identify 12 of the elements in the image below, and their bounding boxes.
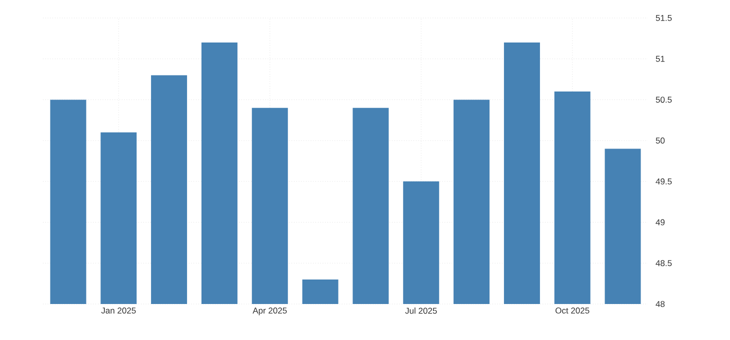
y-tick-label: 50 (656, 138, 665, 144)
x-tick-label: Jul 2025 (405, 308, 437, 314)
x-tick-label: Oct 2025 (556, 308, 590, 314)
x-tick-label: Jan 2025 (101, 308, 136, 314)
y-tick-label: 51.5 (656, 15, 672, 21)
y-tick-label: 50.5 (656, 96, 672, 103)
y-tick-label: 48 (656, 300, 665, 308)
y-tick-label: 48.5 (656, 260, 672, 266)
y-tick-label: 49.5 (656, 178, 672, 184)
y-tick-label: 49 (656, 219, 665, 226)
y-tick-label: 51 (656, 56, 665, 62)
x-tick-label: Apr 2025 (252, 308, 287, 316)
